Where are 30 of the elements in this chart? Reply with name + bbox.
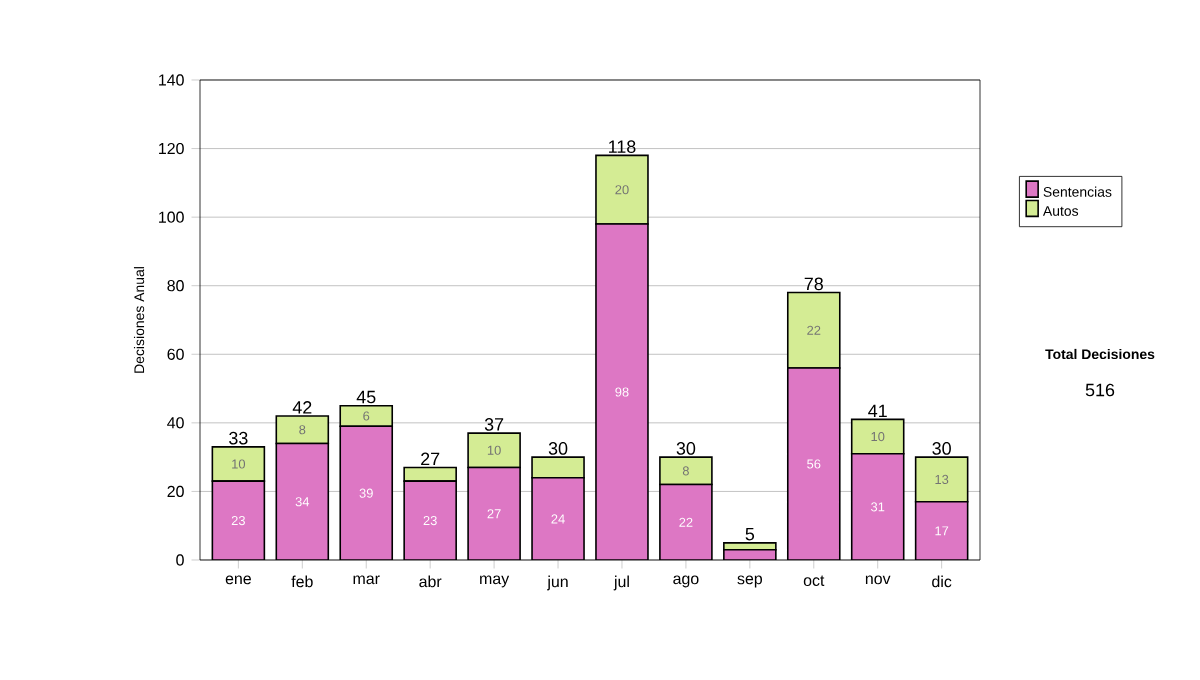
- total-label: 5: [745, 527, 755, 541]
- bar: [340, 426, 393, 560]
- total-label: 45: [356, 390, 376, 404]
- bar: [276, 443, 329, 560]
- total-label: 33: [229, 431, 248, 445]
- bar: [851, 453, 904, 560]
- bar: [914, 500, 969, 560]
- total-label: 30: [676, 442, 696, 455]
- bar: [404, 481, 457, 560]
- total-label: 78: [804, 277, 823, 291]
- bar: [532, 477, 585, 560]
- bar: [659, 456, 713, 486]
- bar: [595, 223, 648, 560]
- bar: [212, 481, 265, 560]
- total-label: 30: [548, 442, 568, 455]
- total-label: 42: [292, 401, 312, 414]
- total-label: 37: [484, 418, 504, 431]
- bar: [787, 368, 840, 560]
- bar: [786, 291, 841, 369]
- text: 516: [1085, 383, 1115, 397]
- bar: [275, 415, 330, 445]
- total-label: 41: [868, 404, 887, 418]
- total-label: 118: [609, 140, 636, 154]
- bar: [468, 467, 521, 560]
- bar: [531, 456, 585, 479]
- total-label: 30: [932, 442, 951, 455]
- bar: [467, 432, 521, 469]
- total-label: 27: [421, 452, 440, 466]
- bar: [659, 484, 712, 560]
- bar: [850, 418, 905, 455]
